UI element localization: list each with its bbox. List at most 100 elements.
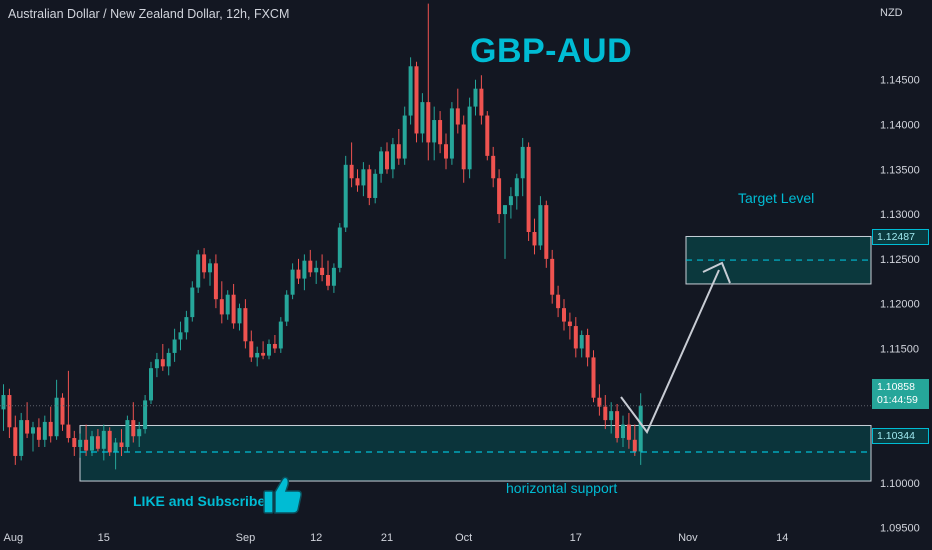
candle	[84, 424, 89, 456]
price-axis: 1.14500 1.14000 1.13500 1.13000 1.12500 1.120…	[880, 75, 920, 535]
y-tick-label: 1.12500	[880, 254, 920, 266]
candle-body	[579, 335, 584, 349]
candle	[503, 205, 507, 259]
candle	[438, 111, 443, 154]
candle	[485, 111, 490, 161]
bar-countdown: 01:44:59	[877, 394, 918, 406]
candle	[326, 260, 330, 291]
candle-body	[78, 439, 83, 447]
x-tick-label: 15	[98, 532, 110, 544]
candle	[184, 310, 189, 340]
candle-body	[444, 144, 448, 159]
candle-body	[497, 178, 502, 215]
candle-body	[178, 332, 183, 340]
candle-body	[567, 321, 572, 327]
candle	[131, 402, 136, 443]
candle	[137, 421, 142, 447]
candle	[591, 350, 596, 403]
candle	[178, 321, 183, 351]
candle-body	[508, 196, 513, 206]
candle-body	[485, 115, 490, 156]
candle	[432, 106, 437, 161]
candle-body	[420, 102, 425, 134]
candle-body	[609, 411, 614, 421]
candle-body	[1, 395, 6, 410]
candle	[550, 249, 555, 304]
candle	[402, 106, 407, 165]
x-tick-label: 21	[381, 532, 393, 544]
horizontal-support-label: horizontal support	[506, 480, 618, 496]
x-tick-label: Oct	[455, 532, 472, 544]
candle-body	[290, 269, 295, 295]
candle-body	[461, 124, 466, 170]
candle-body	[373, 173, 378, 198]
candle	[396, 128, 401, 165]
candle	[302, 254, 307, 291]
candle	[113, 438, 118, 470]
candle-body	[408, 66, 413, 116]
y-tick-label: 1.13000	[880, 209, 920, 221]
candle	[408, 57, 413, 125]
candle	[567, 312, 572, 340]
y-tick-label: 1.11500	[880, 343, 919, 355]
candle	[54, 379, 59, 440]
candle-body	[284, 294, 289, 322]
candle-body	[237, 308, 242, 324]
projection-arrowhead	[702, 261, 731, 284]
candle	[491, 146, 496, 188]
x-tick-label: 12	[310, 532, 322, 544]
candle-body	[225, 294, 230, 315]
candles-layer	[1, 3, 643, 470]
last-price-tag: 1.10858 01:44:59	[872, 379, 929, 409]
candle	[638, 393, 643, 465]
candle-body	[48, 421, 53, 437]
candle	[632, 424, 637, 456]
candle	[562, 299, 566, 331]
candle-body	[314, 267, 319, 273]
candle	[320, 254, 325, 282]
candle-body	[438, 120, 443, 145]
candle-body	[25, 420, 30, 434]
candle-body	[337, 227, 342, 268]
candle	[284, 290, 289, 327]
candle-body	[455, 108, 460, 125]
candle	[154, 352, 159, 378]
candle	[125, 415, 130, 452]
candle	[219, 281, 224, 324]
candle	[36, 418, 41, 447]
candle	[556, 285, 561, 318]
candle-body	[261, 352, 266, 356]
candle	[48, 406, 53, 443]
candle	[544, 200, 549, 268]
candle	[213, 254, 218, 309]
x-tick-label: 17	[570, 532, 582, 544]
candle-body	[343, 164, 348, 228]
candle	[343, 155, 348, 233]
candle-body	[196, 254, 201, 288]
candle-body	[143, 400, 148, 430]
candle-body	[473, 88, 478, 107]
candle-body	[84, 439, 89, 451]
symbol-title[interactable]: Australian Dollar / New Zealand Dollar, …	[8, 7, 290, 21]
candle	[60, 393, 65, 431]
candle-body	[296, 269, 301, 279]
candle	[603, 395, 608, 430]
candle	[514, 173, 519, 210]
candle	[278, 317, 283, 353]
candle	[208, 258, 212, 286]
candle	[467, 97, 472, 179]
candle-body	[467, 106, 472, 170]
candle-body	[119, 442, 124, 447]
candle-body	[308, 260, 313, 273]
candle-body	[231, 294, 236, 324]
candle	[202, 248, 207, 279]
candle-body	[113, 442, 118, 453]
candle-body	[202, 254, 207, 273]
candle-body	[36, 427, 41, 440]
candle-body	[402, 115, 407, 159]
candle-body	[615, 411, 620, 439]
candle	[479, 75, 484, 125]
candle-body	[520, 146, 525, 179]
candle-body	[514, 178, 519, 197]
